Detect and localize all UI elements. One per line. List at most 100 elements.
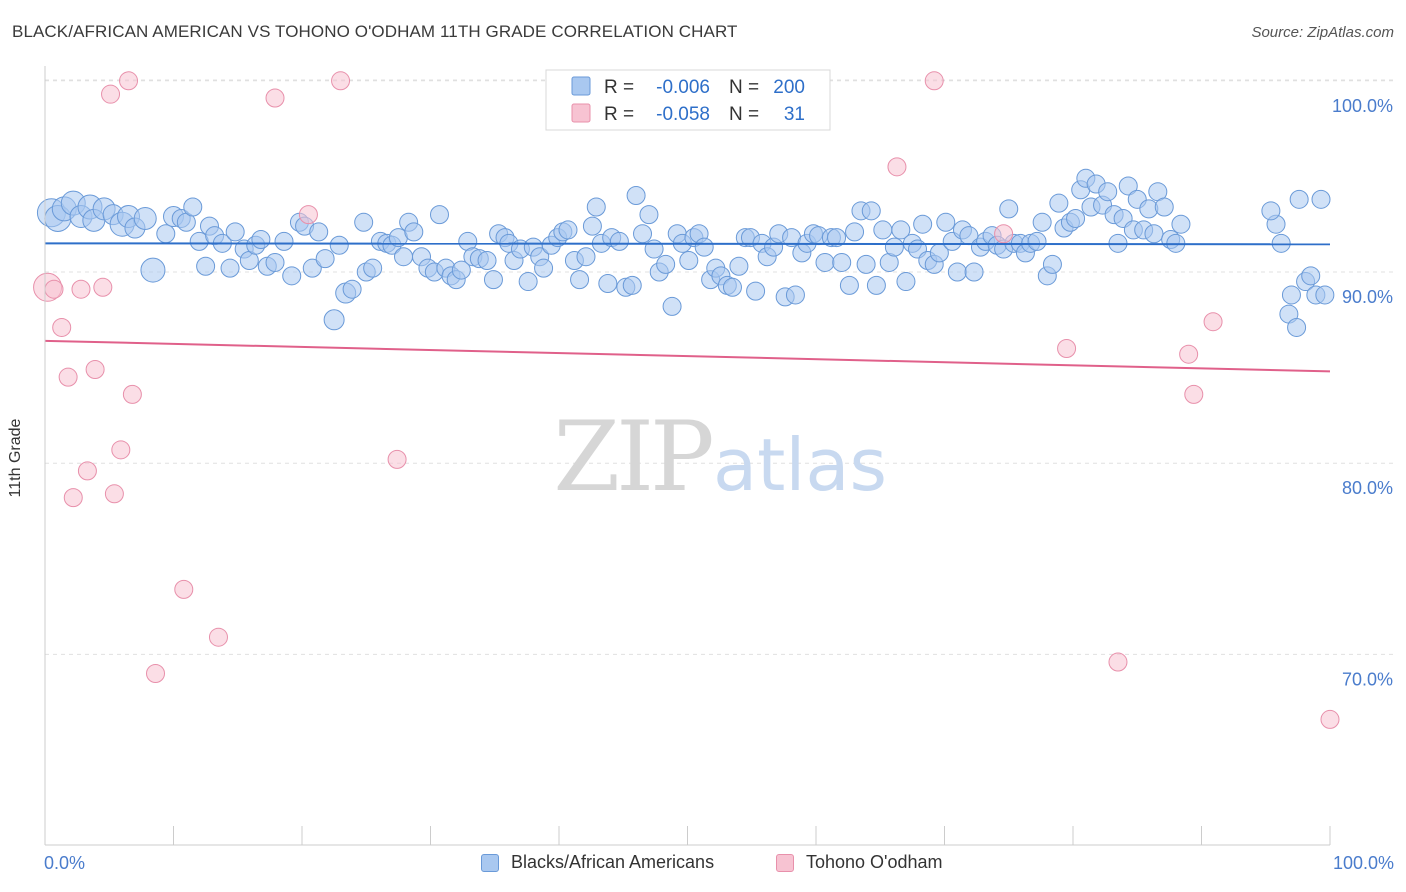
y-tick-label-90: 90.0% xyxy=(1342,287,1393,307)
tohono-point-22 xyxy=(924,71,944,91)
y-tick-labels: 70.0% 80.0% 90.0% 100.0% xyxy=(1332,96,1393,690)
blacks-point-85 xyxy=(598,273,618,293)
blacks-point-56 xyxy=(429,205,449,225)
tohono-point-27 xyxy=(1184,384,1204,404)
trend-line-tohono xyxy=(44,339,1331,373)
tohono-point-15 xyxy=(174,579,194,599)
blacks-point-107 xyxy=(722,277,742,297)
blacks-point-83 xyxy=(586,197,606,217)
trend-lines xyxy=(44,242,1331,373)
tohono-point-14 xyxy=(146,664,166,684)
blacks-point-164 xyxy=(1049,193,1069,213)
tohono-point-8 xyxy=(93,277,113,297)
blacks-point-130 xyxy=(856,254,876,274)
blacks-point-74 xyxy=(534,258,554,278)
blacks-point-24 xyxy=(220,258,240,278)
legend-r-label-tohono: R = xyxy=(604,104,634,125)
blacks-point-14 xyxy=(156,224,176,244)
blacks-point-187 xyxy=(1171,214,1191,234)
blacks-point-25 xyxy=(225,222,245,242)
blacks-point-90 xyxy=(626,186,646,206)
blacks-point-123 xyxy=(815,252,835,272)
blacks-point-39 xyxy=(323,309,345,331)
chart-title: BLACK/AFRICAN AMERICAN VS TOHONO O'ODHAM… xyxy=(12,22,738,41)
legend-n-value-blacks: 200 xyxy=(773,77,805,98)
blacks-point-42 xyxy=(342,279,362,299)
blacks-point-60 xyxy=(451,260,471,280)
blacks-point-177 xyxy=(1118,176,1138,196)
tohono-point-20 xyxy=(387,449,407,469)
blacks-point-78 xyxy=(558,220,578,240)
legend-n-value-tohono: 31 xyxy=(784,104,805,125)
legend-r-label-blacks: R = xyxy=(604,77,634,98)
blacks-point-193 xyxy=(1301,266,1321,286)
tohono-point-7 xyxy=(85,360,105,380)
source-credit: Source: ZipAtlas.com xyxy=(1251,24,1394,41)
blacks-point-126 xyxy=(832,252,852,272)
tohono-point-23 xyxy=(994,224,1014,244)
legend-n-label-tohono: N = xyxy=(729,104,759,125)
legend-item-tohono: Tohono O'odham xyxy=(776,852,943,873)
blacks-point-43 xyxy=(354,212,374,232)
blacks-point-18 xyxy=(183,197,203,217)
blacks-point-184 xyxy=(1154,197,1174,217)
legend-swatch-blacks-bottom xyxy=(481,853,499,872)
legend-label-blacks: Blacks/African Americans xyxy=(511,852,715,872)
blacks-point-81 xyxy=(576,247,596,267)
blacks-point-137 xyxy=(896,272,916,292)
blacks-point-196 xyxy=(1315,285,1335,305)
blacks-point-45 xyxy=(363,258,383,278)
blacks-point-133 xyxy=(873,220,893,240)
tohono-point-11 xyxy=(111,440,131,460)
blacks-point-52 xyxy=(404,222,424,242)
blacks-point-20 xyxy=(196,256,216,276)
blacks-point-149 xyxy=(964,262,984,282)
tohono-point-13 xyxy=(122,384,142,404)
blacks-point-89 xyxy=(622,275,642,295)
series-tohono-points xyxy=(33,71,1340,729)
blacks-point-155 xyxy=(999,199,1019,219)
blacks-point-32 xyxy=(274,231,294,251)
blacks-point-87 xyxy=(609,231,629,251)
tohono-point-3 xyxy=(58,367,78,387)
blacks-point-161 xyxy=(1032,212,1052,232)
blacks-point-38 xyxy=(315,249,335,269)
blacks-point-167 xyxy=(1066,208,1086,228)
blacks-point-144 xyxy=(936,212,956,232)
legend-stats: R = -0.006 N = 200 R = -0.058 N = 31 xyxy=(545,69,831,131)
tohono-point-19 xyxy=(331,71,351,91)
blacks-point-111 xyxy=(746,281,766,301)
blacks-point-40 xyxy=(329,235,349,255)
axes xyxy=(44,66,1331,846)
y-tick-label-80: 80.0% xyxy=(1342,478,1393,498)
legend-swatch-tohono xyxy=(571,103,591,123)
tohono-point-29 xyxy=(1320,709,1340,729)
blacks-point-82 xyxy=(582,216,602,236)
blacks-point-189 xyxy=(1281,285,1301,305)
x-tick-label-min: 0.0% xyxy=(44,853,85,873)
tohono-point-25 xyxy=(1108,652,1128,672)
blacks-point-118 xyxy=(785,285,805,305)
tohono-point-24 xyxy=(1057,338,1077,358)
tohono-point-26 xyxy=(1179,344,1199,364)
blacks-point-128 xyxy=(845,222,865,242)
tohono-point-12 xyxy=(119,71,139,91)
blacks-point-132 xyxy=(866,275,886,295)
blacks-point-95 xyxy=(656,254,676,274)
blacks-point-199 xyxy=(1261,201,1281,221)
blacks-point-29 xyxy=(251,229,271,249)
blacks-point-182 xyxy=(1144,224,1164,244)
y-tick-label-100: 100.0% xyxy=(1332,96,1393,116)
blacks-point-136 xyxy=(891,220,911,240)
blacks-point-195 xyxy=(1311,189,1331,209)
watermark-atlas: atlas xyxy=(713,423,887,507)
legend-swatch-tohono-bottom xyxy=(776,853,794,872)
watermark-zip: ZIP xyxy=(553,401,712,513)
legend-r-value-blacks: -0.006 xyxy=(656,77,710,98)
tohono-point-5 xyxy=(71,279,91,299)
x-tick-label-max: 100.0% xyxy=(1333,853,1394,873)
blacks-point-37 xyxy=(309,222,329,242)
blacks-point-93 xyxy=(644,239,664,259)
blacks-point-125 xyxy=(827,228,847,248)
